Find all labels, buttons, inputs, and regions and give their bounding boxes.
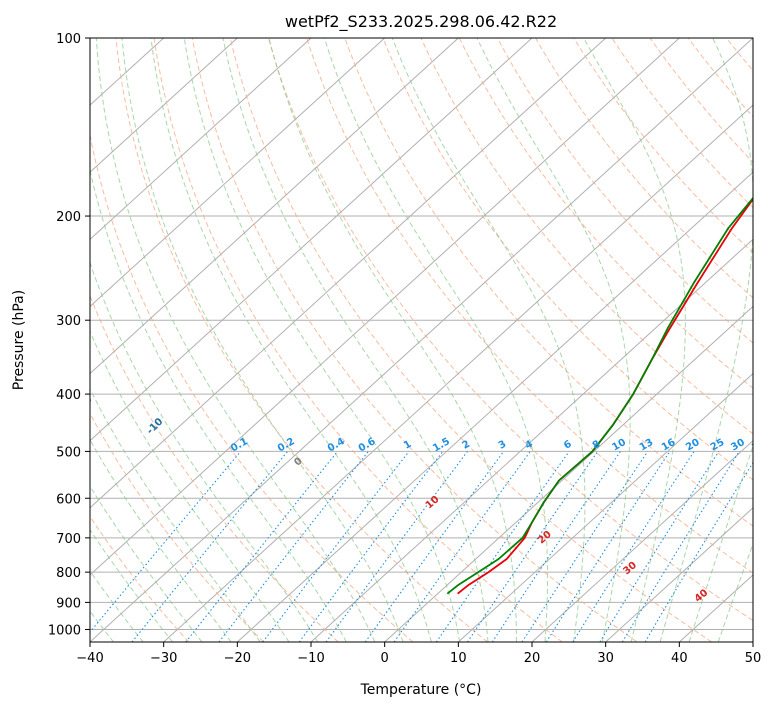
- moist-adiabat-line: [268, 38, 517, 642]
- y-axis-label: Pressure (hPa): [11, 290, 27, 390]
- chart-title: wetPf2_S233.2025.298.06.42.R22: [285, 12, 557, 32]
- moist-adiabat-line: [476, 38, 631, 642]
- moist-adiabat-line: [150, 38, 432, 642]
- axes: −40 −30 −20 −10 0 10 20 30 40 50 100 200 300 400 500 60…: [48, 32, 761, 666]
- isotherm-line: [605, 507, 753, 642]
- moist-adiabat-line: [183, 38, 461, 642]
- moist-adiabat-line: [90, 167, 347, 642]
- dry-adiabat-line: [535, 38, 753, 299]
- mixing-ratio-label: 8: [591, 439, 603, 452]
- dry-adiabat-line: [458, 38, 753, 389]
- isotherm-line: [531, 439, 753, 642]
- mixing-ratio-label: 2: [461, 439, 473, 452]
- dry-adiabat-line: [496, 38, 753, 344]
- mixing-ratio-label: 4: [523, 439, 535, 452]
- moist-adiabat-line: [222, 38, 489, 642]
- isotherm-line: [90, 38, 238, 173]
- x-tick-label: −20: [224, 651, 251, 666]
- mixing-ratio-line: [185, 451, 339, 642]
- plot-frame: [89, 37, 754, 643]
- x-tick-label: 50: [745, 651, 762, 666]
- x-tick-label: 10: [450, 651, 467, 666]
- moist-adiabat-line: [90, 330, 290, 642]
- dry-adiabat-line: [306, 38, 753, 574]
- mixing-ratio-line: [467, 451, 599, 642]
- dry-adiabat-line: [115, 38, 488, 642]
- dry-adiabat-line: [90, 132, 414, 642]
- mixing-ratio-label: 6: [562, 439, 574, 452]
- dry-adiabat-line: [90, 294, 339, 642]
- isotherm-line: [90, 38, 533, 442]
- y-tick-label: 900: [56, 596, 81, 611]
- x-tick-label: 20: [524, 651, 541, 666]
- y-tick-label: 800: [56, 566, 81, 581]
- y-tick-label: 100: [56, 32, 81, 47]
- mixing-ratio-line: [364, 451, 505, 642]
- moist-adiabat-line: [391, 38, 586, 642]
- mixing-ratio-line: [131, 451, 289, 642]
- isotherm-line: [90, 38, 312, 241]
- dry-adiabat-line: [649, 38, 753, 164]
- mixing-ratio-line: [644, 461, 753, 642]
- x-tick-label: 30: [597, 651, 614, 666]
- mixing-ratio-line: [435, 451, 570, 642]
- x-tick-label: 0: [381, 651, 389, 666]
- mixing-ratio-line: [218, 451, 369, 642]
- x-tick-label: −30: [150, 651, 177, 666]
- mixing-ratio-line: [572, 451, 695, 642]
- dry-adiabat-line: [229, 38, 712, 642]
- moist-adiabat-line: [323, 38, 549, 642]
- moist-adiabat-line: [90, 387, 261, 642]
- mixing-ratio-line: [621, 451, 740, 642]
- dry-adiabat-line: [382, 38, 753, 481]
- background-lines: [90, 38, 753, 642]
- moist-adiabat-line: [90, 438, 232, 642]
- isotherm-line: [90, 38, 753, 642]
- mixing-ratio-line: [90, 451, 242, 633]
- isotherm-line: [236, 171, 753, 642]
- mixing-ratio-line: [393, 451, 531, 642]
- y-tick-label: 600: [56, 492, 81, 507]
- mixing-ratio-label: 1: [402, 439, 414, 452]
- y-tick-label: 700: [56, 532, 81, 547]
- mixing-ratio-label: 36: [750, 437, 768, 454]
- y-tick-label: 1000: [48, 623, 81, 638]
- profile-lines: [446, 196, 753, 595]
- dry-adiabat-line: [90, 515, 190, 642]
- isotherm-line: [163, 104, 753, 642]
- isotherm-line: [384, 305, 753, 642]
- dry-adiabat-line: [344, 38, 753, 527]
- moist-adiabat-line: [583, 38, 686, 642]
- moist-adiabat-line: [90, 261, 319, 642]
- isotherm-line: [457, 372, 753, 642]
- isotherm-line: [90, 38, 459, 375]
- moist-adiabat-line: [717, 542, 753, 642]
- y-tick-label: 500: [56, 445, 81, 460]
- dry-adiabat-line: [420, 38, 753, 435]
- y-tick-label: 200: [56, 210, 81, 225]
- moist-adiabat-line: [90, 570, 144, 642]
- x-tick-label: −10: [297, 651, 324, 666]
- dry-adiabat-line: [191, 38, 638, 642]
- y-tick-label: 300: [56, 314, 81, 329]
- dry-adiabat-line: [268, 38, 753, 622]
- mixing-ratio-line: [599, 451, 720, 642]
- mixing-ratio-line: [545, 451, 671, 642]
- moist-adiabat-line: [659, 38, 753, 642]
- x-axis-label: Temperature (°C): [360, 682, 482, 698]
- isotherm-line: [90, 38, 386, 308]
- x-tick-label: 40: [671, 651, 688, 666]
- isotherm-line: [90, 38, 680, 576]
- isotherm-line: [90, 38, 607, 509]
- x-tick-label: −40: [76, 651, 103, 666]
- mixing-ratio-label: 3: [497, 439, 509, 452]
- moist-adiabat-line: [121, 38, 404, 642]
- dewpoint-profile-line: [446, 196, 753, 595]
- moist-adiabat-line: [688, 444, 753, 642]
- y-tick-label: 400: [56, 388, 81, 403]
